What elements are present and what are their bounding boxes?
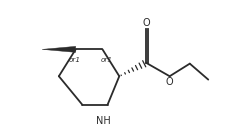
Text: or1: or1 [101,57,113,63]
Text: NH: NH [96,116,111,126]
Text: or1: or1 [69,57,81,63]
Polygon shape [42,46,76,52]
Text: O: O [166,77,173,87]
Text: O: O [142,18,150,28]
